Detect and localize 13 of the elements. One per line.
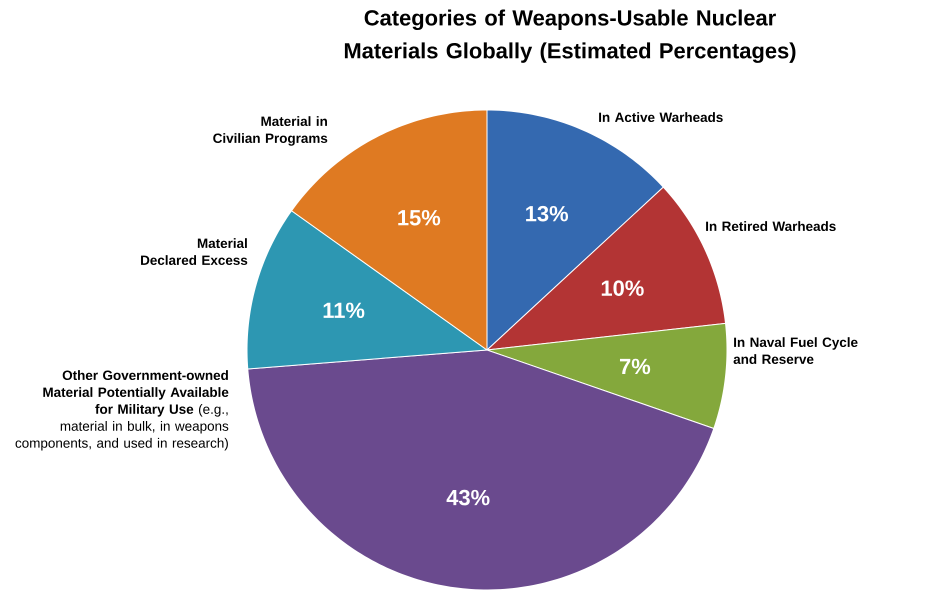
data-label: 11% — [324, 302, 364, 318]
slice-label: In Naval Fuel Cycle and Reserve — [734, 337, 858, 364]
slice-label: In Active Warheads — [599, 112, 723, 122]
slice-label: Other Government-owned Material Potentially Available for Military Use (e.g., material in bulk, in weapons components, and used in research) — [16, 370, 228, 450]
slice-label: Material in Civilian Programs — [213, 116, 328, 146]
data-label: 15% — [398, 210, 440, 226]
chart-title: Categories of Weapons-Usable Nuclear Materials Globally (Estimated Percentages) — [344, 10, 796, 63]
data-label: 43% — [446, 490, 490, 506]
data-label: 10% — [602, 280, 644, 296]
slice-label: In Retired Warheads — [706, 221, 836, 232]
data-label: 7% — [620, 358, 650, 374]
data-label: 13% — [526, 206, 568, 222]
slice-label: Material Declared Excess — [141, 238, 248, 265]
